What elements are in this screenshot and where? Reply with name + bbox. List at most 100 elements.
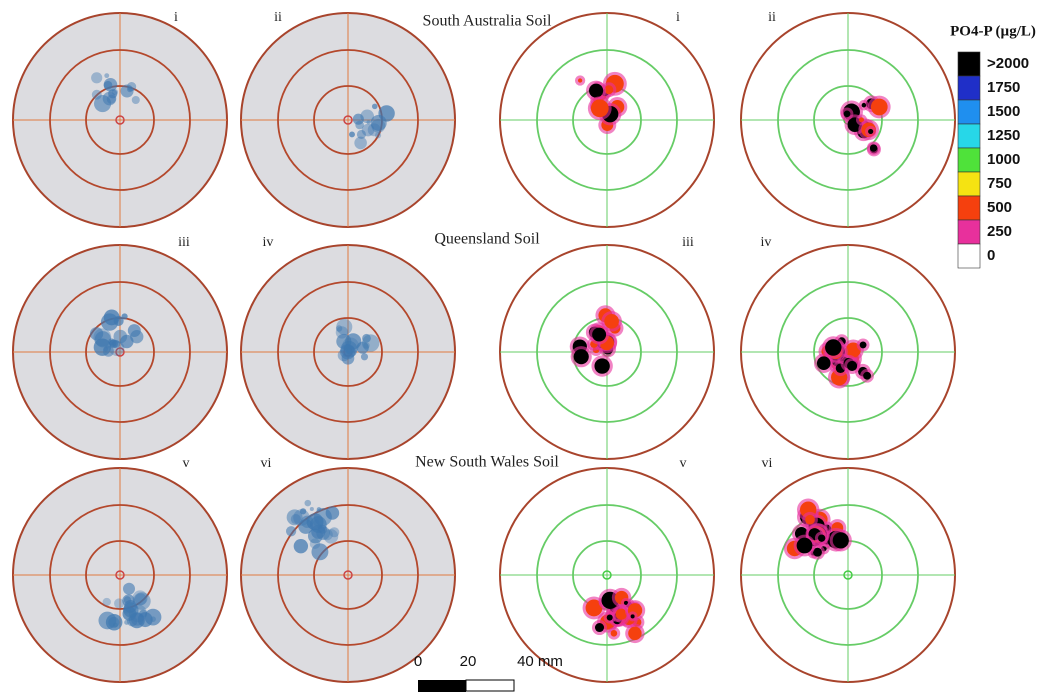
figure: South Australia SoiliiiiiiQueensland Soi… <box>0 0 1054 692</box>
hotspot <box>595 623 604 632</box>
photo-panel <box>241 13 455 227</box>
stain <box>362 334 379 351</box>
stain <box>317 507 321 511</box>
legend-label: 250 <box>987 223 1012 240</box>
legend-label: 1000 <box>987 151 1020 168</box>
stain <box>362 124 375 137</box>
stain <box>145 609 162 626</box>
stain <box>123 583 135 595</box>
stain <box>103 598 111 606</box>
panel-label: i <box>676 10 680 25</box>
legend-label: 500 <box>987 199 1012 216</box>
stain <box>349 131 355 137</box>
legend-label: >2000 <box>987 55 1029 72</box>
photo-panel <box>13 245 227 459</box>
stain <box>326 506 340 520</box>
hotspot <box>844 110 851 117</box>
panel-label: vi <box>261 456 272 471</box>
legend-label: 1750 <box>987 79 1020 96</box>
panel-label: iii <box>178 235 190 250</box>
photo-panel <box>13 13 227 227</box>
stain <box>294 539 308 553</box>
hotspot <box>607 615 613 621</box>
scale-label: 0 <box>414 653 422 670</box>
hotspot <box>868 129 873 134</box>
legend-swatch <box>958 76 980 100</box>
stain <box>310 507 314 511</box>
photo-panel <box>13 468 227 682</box>
photo-panel <box>241 245 455 459</box>
hotspot <box>611 630 618 637</box>
stain <box>129 611 136 618</box>
stain <box>336 319 352 335</box>
hotspot <box>591 99 609 117</box>
stain <box>311 525 325 539</box>
stain <box>133 590 148 605</box>
hotspot <box>797 538 813 554</box>
stain <box>91 72 102 83</box>
section-title: South Australia Soil <box>423 13 552 30</box>
stain <box>113 330 127 344</box>
panel-label: v <box>680 456 687 471</box>
stain <box>113 623 118 628</box>
hotspot <box>592 328 606 342</box>
hotspot <box>604 314 619 329</box>
hotspot <box>805 515 815 525</box>
stain <box>98 612 116 630</box>
legend-swatch <box>958 244 980 268</box>
scale-label: 20 <box>460 653 477 670</box>
panel-label: ii <box>274 10 282 25</box>
hotspot <box>589 84 603 98</box>
stain <box>132 96 140 104</box>
stain <box>360 110 374 124</box>
photo-panel <box>241 468 455 682</box>
hotspot <box>863 372 871 380</box>
stain <box>329 527 339 537</box>
stain <box>347 349 352 354</box>
hotspot <box>574 349 589 364</box>
stain <box>114 598 124 608</box>
scale-black <box>418 680 466 692</box>
stain <box>101 313 118 330</box>
panel-label: iv <box>263 235 274 250</box>
stain <box>372 104 378 110</box>
legend-swatch <box>958 100 980 124</box>
legend-swatch <box>958 148 980 172</box>
hotspot <box>578 78 582 82</box>
scale-label: 40 mm <box>517 653 563 670</box>
hotspot <box>628 627 641 640</box>
panel-label: vi <box>762 456 773 471</box>
map-panel <box>500 245 714 459</box>
panel-label: iii <box>682 235 694 250</box>
hotspot <box>594 358 609 373</box>
panel-label: i <box>174 10 178 25</box>
map-panel <box>500 468 714 682</box>
legend-swatch <box>958 220 980 244</box>
hotspot <box>833 532 849 548</box>
hotspot <box>860 341 867 348</box>
map-panel <box>741 245 955 459</box>
stain <box>128 324 141 337</box>
legend-swatch <box>958 52 980 76</box>
stain <box>305 500 312 507</box>
stain <box>286 526 296 536</box>
panel-label: ii <box>768 10 776 25</box>
panel-label: iv <box>761 235 772 250</box>
stain <box>127 82 136 91</box>
hotspot <box>870 144 877 151</box>
stain <box>354 137 367 150</box>
legend-label: 1250 <box>987 127 1020 144</box>
stain <box>311 543 328 560</box>
legend-label: 1500 <box>987 103 1020 120</box>
hotspot <box>871 99 888 116</box>
scale-white <box>466 680 514 691</box>
stain <box>107 95 116 104</box>
stain <box>112 89 118 95</box>
hotspot <box>825 339 841 355</box>
legend-label: 750 <box>987 175 1012 192</box>
hotspot <box>862 103 867 108</box>
panel-label: v <box>183 456 190 471</box>
hotspot <box>631 614 635 618</box>
legend-title: PO4-P (µg/L) <box>950 23 1036 39</box>
legend-swatch <box>958 124 980 148</box>
